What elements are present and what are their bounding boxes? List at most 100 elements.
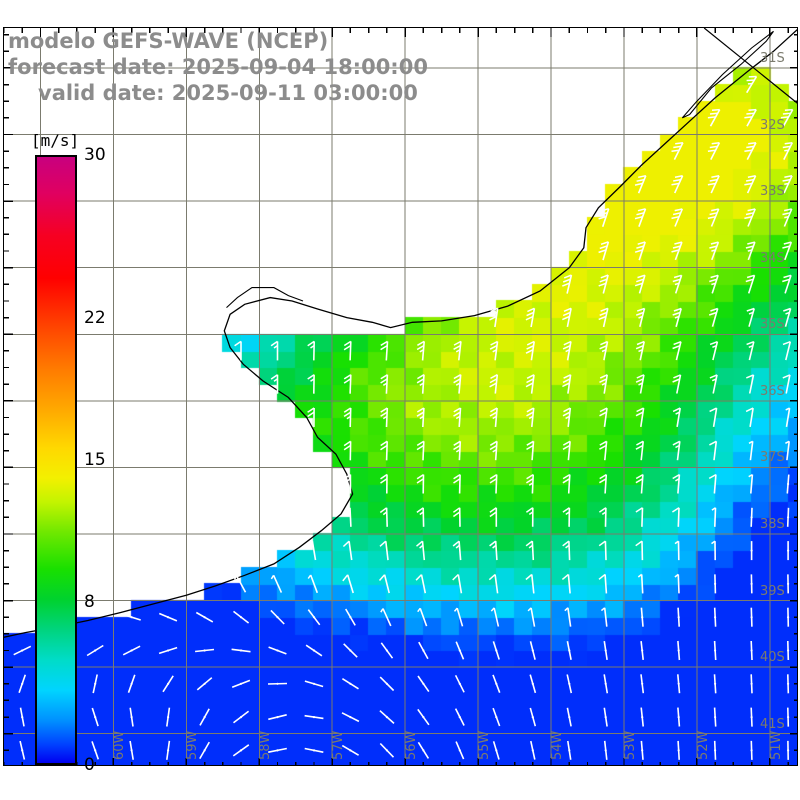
lat-label-41S: 41S bbox=[760, 716, 785, 732]
wind-barb bbox=[671, 507, 680, 527]
wind-barb bbox=[530, 740, 536, 760]
wind-barb bbox=[268, 646, 287, 655]
wind-barb bbox=[91, 741, 100, 760]
wind-barb bbox=[566, 641, 572, 660]
lon-label-57W: 57W bbox=[331, 730, 347, 760]
wind-barb bbox=[343, 407, 352, 428]
map-plot-frame bbox=[3, 27, 798, 766]
wind-barb bbox=[455, 641, 465, 660]
wind-barb bbox=[492, 741, 500, 760]
wind-barb bbox=[417, 741, 430, 759]
wind-barb bbox=[489, 540, 498, 561]
wind-barb bbox=[787, 674, 790, 694]
wind-barb bbox=[306, 540, 317, 561]
wind-barb bbox=[709, 407, 718, 428]
wind-barb bbox=[452, 507, 461, 527]
wind-barb bbox=[380, 608, 392, 627]
wind-barb bbox=[490, 607, 500, 627]
wind-barb bbox=[452, 540, 462, 561]
wind-barb bbox=[635, 407, 645, 428]
lon-label-54W: 54W bbox=[550, 730, 566, 760]
wind-barb bbox=[672, 307, 682, 328]
wind-barb bbox=[603, 674, 609, 694]
map-canvas-layer bbox=[4, 28, 797, 765]
wind-barb bbox=[166, 707, 171, 727]
wind-barbs bbox=[13, 75, 794, 760]
wind-barb bbox=[195, 648, 215, 653]
wind-barb bbox=[379, 710, 395, 724]
wind-barb bbox=[782, 274, 792, 294]
wind-barb bbox=[787, 607, 790, 627]
wind-barb bbox=[599, 340, 609, 361]
colorbar-tick-30: 30 bbox=[84, 145, 106, 165]
wind-barb bbox=[562, 540, 571, 561]
wind-barb bbox=[787, 541, 790, 561]
wind-barb bbox=[708, 473, 717, 494]
wind-barb bbox=[526, 440, 535, 461]
wind-barb bbox=[635, 340, 645, 361]
wind-barb bbox=[711, 507, 717, 527]
wind-barb bbox=[562, 374, 572, 394]
lat-label-39S: 39S bbox=[760, 583, 785, 599]
wind-barb bbox=[380, 473, 388, 494]
wind-barb bbox=[86, 644, 104, 657]
wind-barb bbox=[380, 642, 394, 659]
wind-barb bbox=[452, 573, 463, 594]
wind-barb bbox=[634, 274, 646, 294]
wind-barb bbox=[672, 473, 681, 494]
wind-barb bbox=[489, 407, 498, 427]
wind-barb bbox=[672, 407, 681, 428]
wind-barb bbox=[379, 507, 388, 527]
wind-barb bbox=[562, 340, 572, 361]
wind-barb bbox=[707, 208, 720, 227]
wind-barb bbox=[489, 507, 498, 527]
wind-barb bbox=[525, 374, 535, 394]
wind-barb bbox=[750, 707, 753, 727]
lat-label-34S: 34S bbox=[760, 250, 785, 266]
wind-barb bbox=[416, 407, 425, 428]
wind-barb bbox=[640, 607, 644, 627]
wind-barb bbox=[634, 241, 646, 261]
wind-barb bbox=[379, 676, 395, 692]
wind-barb bbox=[750, 674, 753, 694]
wind-barb bbox=[270, 340, 279, 361]
wind-barb bbox=[671, 175, 684, 194]
wind-barb bbox=[417, 675, 430, 693]
wind-barb bbox=[598, 573, 608, 594]
wind-barb bbox=[416, 540, 426, 561]
wind-barb bbox=[599, 407, 608, 428]
wind-barb bbox=[562, 507, 571, 527]
wind-barb bbox=[671, 241, 683, 261]
wind-barb bbox=[489, 340, 499, 361]
colorbar-tick-0: 0 bbox=[84, 755, 95, 775]
wind-barb bbox=[345, 608, 356, 626]
wind-barb bbox=[526, 407, 535, 427]
wind-barb bbox=[671, 141, 684, 160]
wind-barb bbox=[304, 714, 324, 720]
wind-barb bbox=[129, 740, 134, 760]
wind-barb bbox=[561, 573, 571, 594]
coastline bbox=[4, 28, 797, 638]
wind-barb bbox=[750, 507, 753, 527]
wind-barb bbox=[417, 607, 428, 627]
lat-label-32S: 32S bbox=[760, 117, 785, 133]
wind-barb bbox=[492, 707, 501, 727]
wind-barb bbox=[748, 473, 754, 494]
wind-barb bbox=[598, 507, 607, 527]
wind-barb bbox=[416, 473, 425, 494]
wind-barb bbox=[529, 674, 537, 694]
wind-barb bbox=[603, 640, 608, 661]
lon-label-60W: 60W bbox=[112, 730, 128, 760]
wind-barb bbox=[785, 407, 791, 428]
wind-barb bbox=[598, 274, 609, 294]
wind-barb bbox=[307, 340, 315, 361]
wind-barb bbox=[713, 607, 717, 627]
wind-barb bbox=[598, 307, 609, 328]
wind-barb bbox=[677, 740, 680, 760]
wind-barb bbox=[231, 679, 251, 688]
wind-barb bbox=[634, 174, 647, 194]
wind-barb bbox=[674, 573, 680, 594]
colorbar-gradient bbox=[35, 155, 77, 765]
wind-barb bbox=[787, 574, 790, 594]
